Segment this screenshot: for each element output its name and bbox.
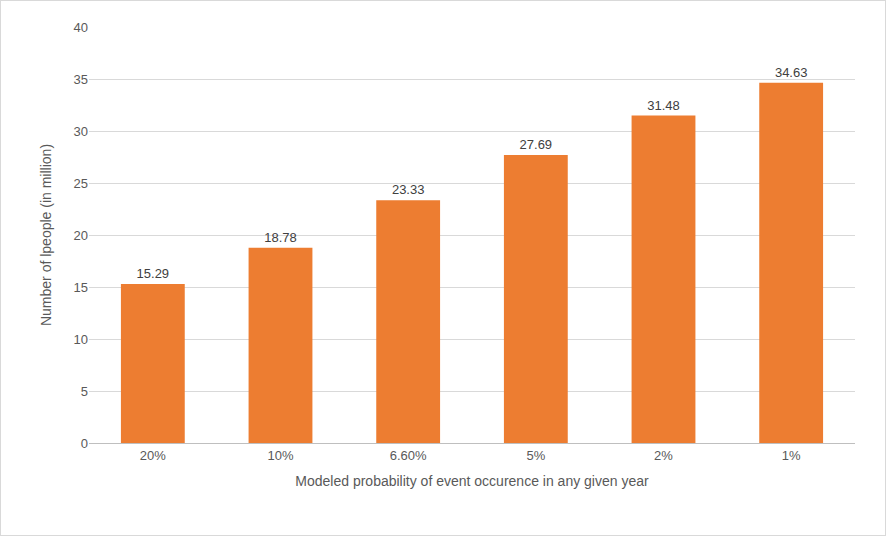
svg-text:30: 30 — [74, 124, 88, 139]
svg-text:20%: 20% — [140, 448, 166, 463]
svg-text:10%: 10% — [267, 448, 293, 463]
svg-text:18.78: 18.78 — [264, 230, 297, 245]
svg-text:2%: 2% — [654, 448, 673, 463]
svg-text:15: 15 — [74, 280, 88, 295]
svg-text:0: 0 — [81, 436, 88, 451]
svg-text:5%: 5% — [526, 448, 545, 463]
svg-text:10: 10 — [74, 332, 88, 347]
svg-text:5: 5 — [81, 384, 88, 399]
svg-text:40: 40 — [74, 20, 88, 35]
svg-text:27.69: 27.69 — [520, 137, 553, 152]
svg-text:34.63: 34.63 — [775, 65, 808, 80]
svg-text:Modeled probability of event o: Modeled probability of event occurence i… — [295, 473, 649, 489]
svg-text:1%: 1% — [782, 448, 801, 463]
svg-text:6.60%: 6.60% — [390, 448, 427, 463]
svg-text:Number of lpeople (in million): Number of lpeople (in million) — [38, 144, 54, 326]
svg-text:31.48: 31.48 — [647, 98, 680, 113]
svg-text:25: 25 — [74, 176, 88, 191]
svg-text:20: 20 — [74, 228, 88, 243]
svg-text:15.29: 15.29 — [137, 266, 170, 281]
svg-text:35: 35 — [74, 72, 88, 87]
svg-text:23.33: 23.33 — [392, 182, 425, 197]
